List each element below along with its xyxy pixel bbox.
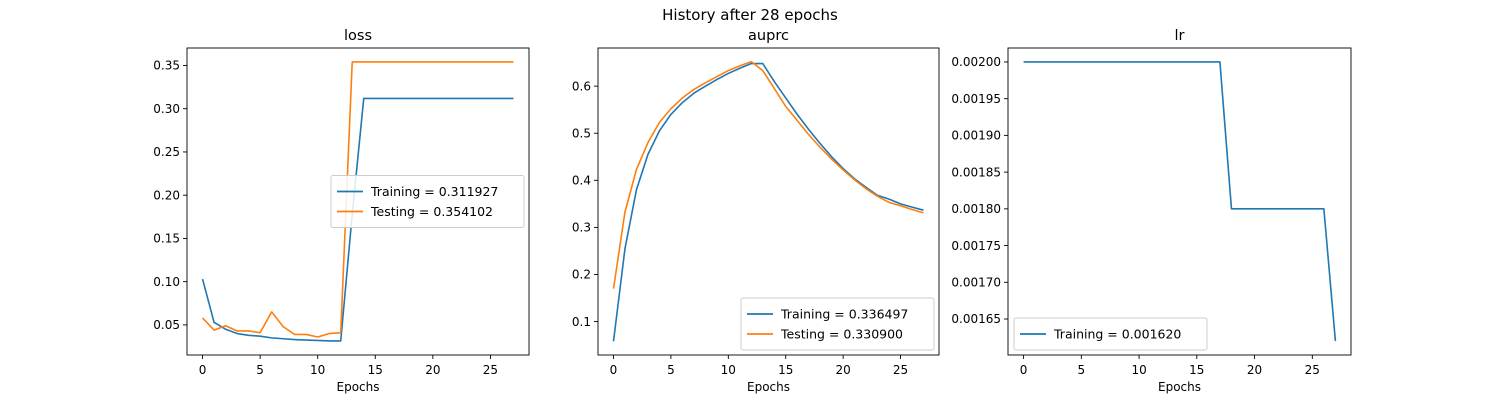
legend-label-training: Training = 0.336497: [780, 307, 908, 322]
y-tick-label: 0.1: [572, 315, 591, 329]
y-tick-label: 0.00190: [951, 129, 1001, 143]
auprc-panel: auprc 0 5 10 15 20 25 0.1 0.2 0.3 0.4 0.5 0.6 Epochs T…: [572, 28, 940, 394]
y-tick-label: 0.20: [153, 188, 180, 202]
x-tick-label: 20: [835, 363, 850, 377]
y-tick-label: 0.05: [153, 318, 180, 332]
y-tick-label: 0.00200: [951, 55, 1001, 69]
legend-box: [330, 175, 525, 228]
x-axis-label: Epochs: [337, 380, 380, 394]
x-tick-label: 25: [483, 363, 498, 377]
y-tick-label: 0.10: [153, 275, 180, 289]
x-tick-label: 10: [310, 363, 325, 377]
y-tick-label: 0.00180: [951, 202, 1001, 216]
plot-frame: [597, 47, 940, 356]
x-tick-label: 10: [721, 363, 736, 377]
y-tick-label: 0.30: [153, 102, 180, 116]
lr-panel: lr 0 5 10 15 20 25 0.00165 0.00170 0.00175 0.00180…: [951, 28, 1352, 394]
y-tick-label: 0.35: [153, 59, 180, 73]
legend-box: [740, 297, 935, 351]
subplot-title: lr: [1175, 28, 1185, 44]
legend-label-testing: Testing = 0.354102: [370, 204, 493, 219]
figure-title: History after 28 epochs: [662, 6, 838, 24]
subplot-title: auprc: [748, 28, 789, 44]
x-tick-label: 20: [425, 363, 440, 377]
y-tick-label: 0.4: [572, 174, 591, 188]
loss-panel: loss 0 5 10 15 20 25 0.05 0.10 0.15 0.20 0.25 0.30 0.…: [153, 28, 530, 394]
y-tick-label: 0.00195: [951, 92, 1001, 106]
x-axis-label: Epochs: [1158, 380, 1201, 394]
plot-frame: [1007, 47, 1352, 356]
x-tick-label: 0: [199, 363, 207, 377]
x-axis-label: Epochs: [747, 380, 790, 394]
series-line-training: [612, 62, 924, 342]
subplot-title: loss: [344, 28, 372, 44]
y-tick-label: 0.2: [572, 268, 591, 282]
legend-label-training: Training = 0.311927: [370, 184, 498, 199]
legend-label-training: Training = 0.001620: [1053, 327, 1181, 342]
x-tick-label: 0: [1020, 363, 1028, 377]
x-tick-label: 5: [256, 363, 264, 377]
legend-label-testing: Testing = 0.330900: [780, 327, 903, 342]
x-tick-label: 5: [667, 363, 675, 377]
x-tick-label: 20: [1247, 363, 1262, 377]
y-tick-label: 0.00175: [951, 239, 1001, 253]
x-tick-label: 0: [610, 363, 618, 377]
y-tick-label: 0.00170: [951, 275, 1001, 289]
x-tick-label: 15: [778, 363, 793, 377]
y-tick-label: 0.6: [572, 79, 591, 93]
y-tick-label: 0.3: [572, 221, 591, 235]
x-tick-label: 25: [893, 363, 908, 377]
y-tick-label: 0.5: [572, 126, 591, 140]
y-tick-label: 0.00185: [951, 165, 1001, 179]
series-line-testing: [201, 61, 514, 338]
plot-frame: [186, 47, 530, 356]
y-tick-label: 0.25: [153, 145, 180, 159]
x-tick-label: 15: [368, 363, 383, 377]
y-tick-label: 0.15: [153, 232, 180, 246]
x-tick-label: 10: [1131, 363, 1146, 377]
x-tick-label: 15: [1189, 363, 1204, 377]
series-line-training: [201, 97, 514, 342]
x-tick-label: 25: [1305, 363, 1320, 377]
x-tick-label: 5: [1078, 363, 1086, 377]
y-tick-label: 0.00165: [951, 312, 1001, 326]
series-line-testing: [612, 60, 924, 289]
series-line-training: [1023, 61, 1337, 342]
legend-box: [1013, 317, 1208, 351]
